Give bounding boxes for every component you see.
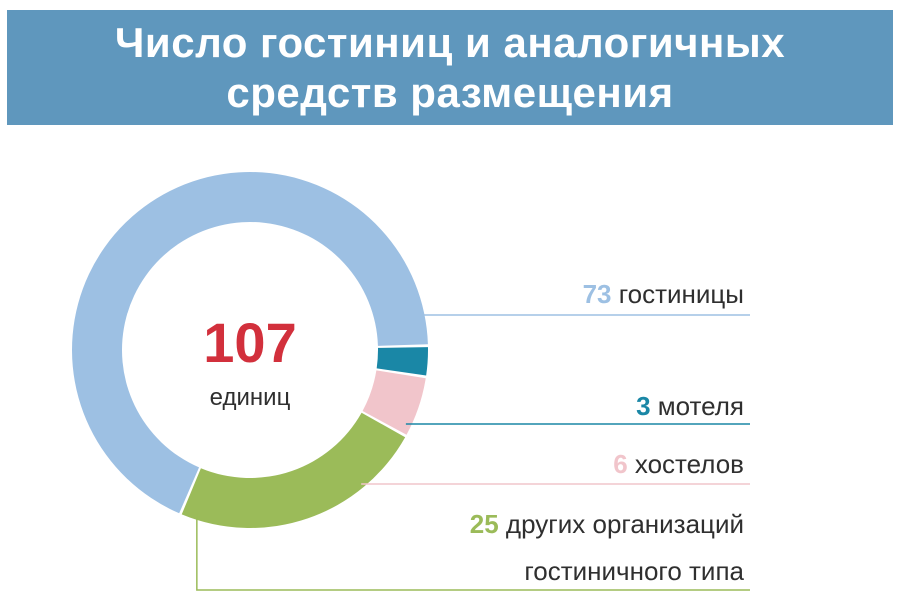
label-text-hostels: хостелов — [628, 449, 744, 479]
label-text-motels: мотеля — [651, 391, 744, 421]
label-value-hotels: 73 — [583, 279, 612, 309]
label-value-hostels: 6 — [613, 449, 627, 479]
center-total-value: 107 — [203, 311, 296, 374]
label-hostels: 6 хостелов — [613, 449, 744, 479]
slice-motels — [376, 347, 428, 376]
label-other: 25 других организаций — [470, 509, 744, 539]
label-value-other: 25 — [470, 509, 499, 539]
chart-title-line-1: Число гостиниц и аналогичных — [114, 18, 786, 66]
slice-hostels — [362, 370, 426, 435]
label-text-other: других организаций — [499, 509, 744, 539]
label-value-motels: 3 — [636, 391, 650, 421]
slice-hotels — [71, 172, 428, 514]
label-hotels: 73 гостиницы — [583, 279, 744, 309]
title-banner: Число гостиниц и аналогичных средств раз… — [7, 10, 893, 125]
slice-other — [181, 412, 406, 528]
label-text-line2-other: гостиничного типа — [524, 556, 744, 586]
label-motels: 3 мотеля — [636, 391, 744, 421]
center-total-label: единиц — [210, 384, 291, 411]
leader-line-other — [196, 513, 750, 591]
chart-title-line-2: средств размещения — [226, 68, 674, 116]
label-text-hotels: гостиницы — [612, 279, 745, 309]
